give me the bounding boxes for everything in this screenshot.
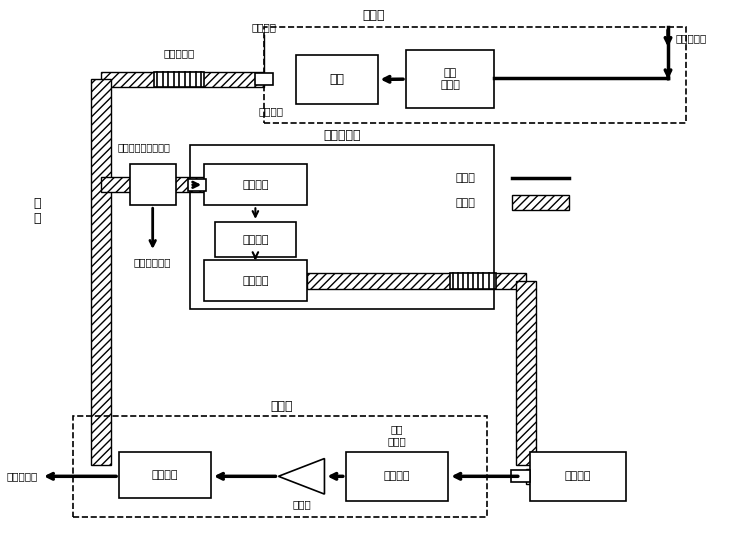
Bar — [188, 179, 206, 191]
Bar — [73, 416, 488, 518]
Bar — [307, 273, 526, 289]
Text: 光发送器: 光发送器 — [242, 275, 269, 285]
Text: 接收端: 接收端 — [270, 400, 293, 413]
Text: 电流
驱动器: 电流 驱动器 — [440, 69, 460, 90]
Text: 光
缆: 光 缆 — [34, 197, 42, 225]
Bar — [512, 470, 530, 482]
Text: 光连接器: 光连接器 — [259, 106, 284, 116]
Text: 光信号: 光信号 — [455, 197, 475, 207]
Text: 再生中继器: 再生中继器 — [323, 129, 361, 142]
Bar — [154, 72, 204, 87]
Text: 光纤耦合器及代束器: 光纤耦合器及代束器 — [118, 142, 170, 152]
Bar — [129, 164, 175, 205]
Bar — [406, 50, 494, 108]
Text: 放大器: 放大器 — [292, 499, 311, 509]
Text: 发送端: 发送端 — [363, 9, 385, 22]
Bar — [450, 273, 496, 289]
Text: 信号解调: 信号解调 — [152, 470, 178, 480]
Text: 光纤连接器: 光纤连接器 — [164, 49, 195, 59]
Bar — [255, 74, 273, 86]
Bar — [296, 55, 378, 104]
Text: 控制及其备份: 控制及其备份 — [134, 257, 172, 267]
Text: 光调制器: 光调制器 — [251, 23, 277, 33]
Text: 电信处理: 电信处理 — [242, 234, 269, 244]
Bar — [526, 468, 530, 484]
Bar — [516, 281, 537, 466]
Bar — [512, 195, 569, 210]
Bar — [102, 177, 204, 192]
Bar — [190, 145, 494, 309]
Text: 光电
转换器: 光电 转换器 — [387, 425, 406, 446]
Bar — [102, 72, 264, 87]
Bar — [204, 260, 307, 301]
Bar — [346, 452, 448, 501]
Text: 光接收器: 光接收器 — [384, 471, 410, 481]
Bar — [204, 164, 307, 205]
Bar — [264, 28, 686, 123]
Bar — [91, 80, 111, 466]
Text: 光放大器: 光放大器 — [564, 471, 591, 481]
Text: 电信号输入: 电信号输入 — [675, 33, 706, 43]
Bar — [530, 452, 626, 501]
Text: 电信号: 电信号 — [455, 173, 475, 183]
Polygon shape — [279, 458, 325, 494]
Bar — [119, 452, 211, 498]
Text: 电信号输出: 电信号输出 — [7, 471, 37, 481]
Text: 光源: 光源 — [330, 73, 344, 86]
Text: 光检波器: 光检波器 — [242, 180, 269, 190]
Bar — [215, 222, 296, 257]
